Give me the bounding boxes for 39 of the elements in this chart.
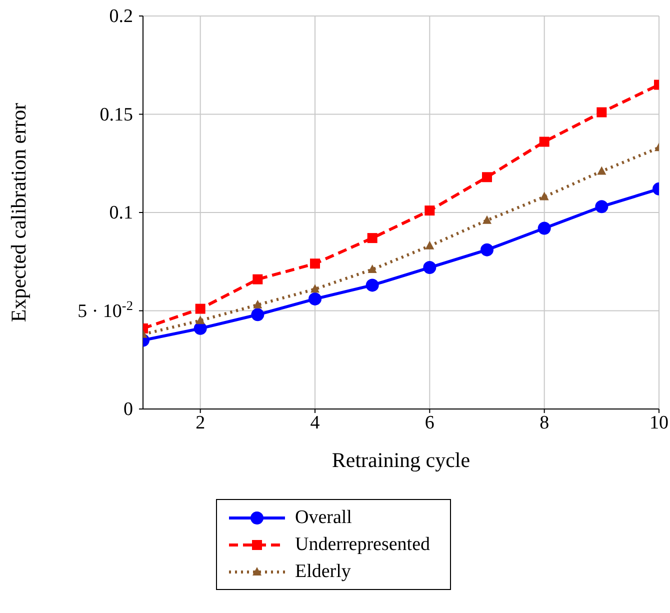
y-tick-label: 5 · 10$^{-2}$	[78, 297, 133, 322]
x-tick-label: 2	[196, 412, 206, 434]
point	[596, 107, 607, 118]
point	[308, 292, 322, 306]
x-tick-label: 6	[424, 412, 434, 434]
x-axis-title: Retraining cycle	[332, 448, 470, 472]
point	[480, 243, 494, 256]
legend-label: Overall	[294, 506, 353, 528]
point	[425, 240, 434, 250]
x-tick-label: 10	[650, 412, 668, 434]
point	[251, 308, 264, 322]
legend-label: Underrepresented	[294, 534, 432, 556]
point	[367, 233, 378, 244]
point	[310, 258, 320, 269]
point	[424, 206, 435, 216]
y-tick-label: 0.2	[109, 6, 133, 27]
point	[595, 200, 608, 214]
point	[253, 300, 262, 308]
point	[597, 166, 606, 175]
point	[196, 316, 205, 324]
y-tick-label: 0.1	[109, 202, 133, 224]
point	[482, 172, 492, 182]
point	[194, 322, 207, 335]
point	[539, 136, 550, 147]
x-tick-label: 4	[310, 412, 320, 434]
y-axis-title: Expected calibration error	[6, 102, 30, 322]
y-tick-label: 0.15	[100, 104, 133, 126]
point	[195, 304, 206, 314]
point	[482, 215, 492, 224]
point	[368, 264, 377, 273]
y-tick-label: 0	[124, 399, 133, 420]
point	[252, 274, 263, 284]
point	[310, 284, 320, 293]
point	[540, 192, 549, 200]
x-tick-label: 8	[540, 412, 550, 434]
point	[423, 261, 436, 274]
point	[538, 222, 551, 235]
legend-label: Elderly	[294, 560, 352, 582]
point	[366, 278, 379, 292]
